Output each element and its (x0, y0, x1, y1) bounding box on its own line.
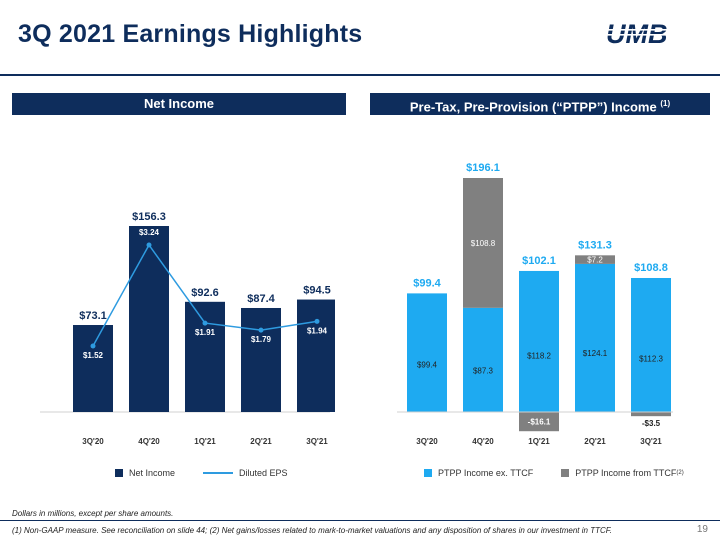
bar-ptpp-ex-ttcf-3 (575, 263, 615, 412)
footer-divider (0, 520, 720, 521)
eps-point-2 (202, 320, 208, 326)
x-tick-label-3: 2Q'21 (250, 437, 272, 446)
footnote: (1) Non-GAAP measure. See reconciliation… (12, 526, 612, 535)
data-label-ptpp-ex-ttcf-0: $99.4 (417, 361, 438, 370)
net-income-legend: Net Income Diluted EPS (115, 468, 316, 478)
data-label-ptpp-ttcf-4: -$3.5 (642, 419, 661, 428)
ptpp-header-sup: (1) (660, 99, 671, 108)
title-divider (0, 74, 720, 76)
legend-diluted-eps: Diluted EPS (203, 468, 288, 478)
bar-net-income-1 (129, 226, 169, 412)
legend-swatch-net-income (115, 469, 123, 477)
legend-swatch-ptpp-ex-ttcf (424, 469, 432, 477)
total-label-1: $196.1 (466, 162, 500, 174)
ptpp-legend: PTPP Income ex. TTCF PTPP Income from TT… (424, 468, 712, 478)
data-label-net-income-0: $73.1 (79, 310, 107, 322)
units-note: Dollars in millions, except per share am… (12, 509, 174, 518)
x-tick-label-4: 3Q'21 (640, 437, 662, 446)
data-label-ptpp-ttcf-2: -$16.1 (528, 418, 551, 427)
x-tick-label-4: 3Q'21 (306, 437, 328, 446)
legend-label-diluted-eps: Diluted EPS (239, 468, 288, 478)
legend-ptpp-ttcf: PTPP Income from TTCF (2) (561, 468, 684, 478)
data-label-eps-4: $1.94 (307, 326, 328, 335)
data-label-ptpp-ex-ttcf-4: $112.3 (639, 354, 663, 363)
bar-net-income-4 (297, 299, 335, 412)
net-income-chart: $73.1 3Q'20 $156.3 4Q'20 $92.6 1Q'21 $87.4 2Q'2… (40, 211, 335, 446)
legend-line-diluted-eps (203, 472, 234, 474)
net-income-header: Net Income (12, 93, 346, 115)
x-tick-label-1: 4Q'20 (138, 437, 160, 446)
bar-ptpp-ex-ttcf-4 (631, 277, 671, 412)
data-label-net-income-3: $87.4 (247, 293, 275, 305)
ptpp-header: Pre-Tax, Pre-Provision (“PTPP”) Income (… (370, 93, 710, 115)
legend-swatch-ptpp-ttcf (561, 469, 570, 477)
bar-ptpp-ex-ttcf-1 (463, 307, 503, 412)
bar-net-income-0 (73, 325, 113, 412)
ptpp-header-text: Pre-Tax, Pre-Provision (“PTPP”) Income (409, 99, 657, 115)
x-tick-label-1: 4Q'20 (472, 437, 494, 446)
data-label-eps-2: $1.91 (195, 328, 216, 337)
bar-ptpp-ttcf-4 (631, 412, 671, 417)
data-label-net-income-2: $92.6 (191, 287, 219, 299)
total-label-2: $102.1 (522, 255, 556, 267)
legend-label-ptpp-ttcf: PTPP Income from TTCF (575, 468, 677, 478)
x-tick-label-2: 1Q'21 (528, 437, 550, 446)
page-title: 3Q 2021 Earnings Highlights (18, 20, 363, 48)
legend-net-income: Net Income (115, 468, 175, 478)
bar-ptpp-ttcf-1 (463, 178, 503, 308)
net-income-header-text: Net Income (143, 96, 215, 111)
data-label-eps-3: $1.79 (251, 335, 272, 344)
eps-point-0 (90, 343, 96, 349)
x-tick-label-0: 3Q'20 (416, 437, 438, 446)
legend-sup-ptpp-ttcf: (2) (676, 470, 684, 476)
eps-point-4 (314, 318, 320, 324)
legend-ptpp-ex-ttcf: PTPP Income ex. TTCF (424, 468, 533, 478)
bar-net-income-2 (185, 301, 225, 412)
data-label-eps-1: $3.24 (139, 228, 160, 237)
data-label-ptpp-ttcf-1: $108.8 (471, 239, 496, 248)
data-label-ptpp-ttcf-3: $7.2 (587, 256, 603, 265)
ptpp-income-chart: $99.4 $99.4 3Q'20 $87.3 $108.8 $196.1 4Q'20 $11… (397, 162, 673, 446)
total-label-3: $131.3 (578, 239, 612, 251)
eps-point-3 (258, 327, 264, 333)
bar-ptpp-ttcf-2 (519, 412, 559, 432)
x-tick-label-2: 1Q'21 (194, 437, 216, 446)
data-label-eps-0: $1.52 (83, 351, 104, 360)
bar-ptpp-ex-ttcf-0 (407, 293, 447, 412)
page-number: 19 (696, 524, 708, 535)
data-label-ptpp-ex-ttcf-3: $124.1 (583, 349, 608, 358)
bar-ptpp-ex-ttcf-2 (519, 270, 559, 412)
legend-label-ptpp-ex-ttcf: PTPP Income ex. TTCF (438, 468, 534, 478)
data-label-net-income-1: $156.3 (132, 211, 166, 223)
legend-label-net-income: Net Income (129, 468, 176, 478)
umb-logo: UMB (606, 20, 700, 46)
bar-ptpp-ttcf-3 (575, 255, 615, 264)
logo-text: UMB (606, 20, 668, 46)
x-tick-label-3: 2Q'21 (584, 437, 606, 446)
data-label-ptpp-ex-ttcf-2: $118.2 (527, 352, 551, 361)
data-label-ptpp-ex-ttcf-1: $87.3 (473, 366, 494, 375)
eps-point-1 (146, 242, 152, 248)
data-label-net-income-4: $94.5 (303, 285, 331, 297)
total-label-4: $108.8 (634, 262, 668, 274)
total-label-0: $99.4 (413, 277, 441, 289)
bar-net-income-3 (241, 307, 281, 412)
x-tick-label-0: 3Q'20 (82, 437, 104, 446)
